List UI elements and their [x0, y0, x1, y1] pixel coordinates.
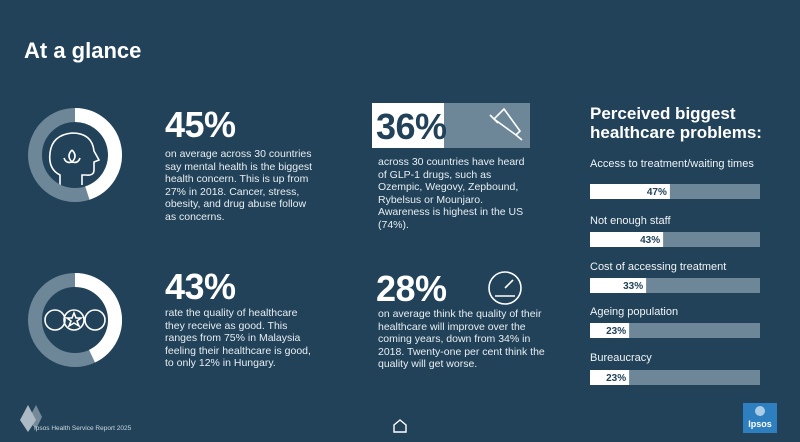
ring-arc: [74, 273, 122, 363]
stat-text: rate the quality of healthcare they rece…: [165, 307, 311, 370]
problems-title: Perceived biggest healthcare problems:: [590, 104, 762, 142]
bar: [590, 232, 664, 247]
ring-arc: [74, 108, 122, 200]
category-label: Bureaucracy: [590, 352, 652, 364]
category-label: Cost of accessing treatment: [590, 261, 727, 273]
stat-label: 43%: [165, 266, 236, 307]
bar-track: [590, 323, 760, 338]
ipsos-logo: Ipsos: [743, 403, 777, 433]
value-label: 47%: [647, 187, 667, 198]
stat-label: 45%: [165, 104, 236, 145]
rating-icon: [44, 309, 106, 331]
bar: [590, 278, 647, 293]
value-label: 43%: [640, 235, 660, 246]
gauge-icon: [488, 271, 522, 305]
stat-text: across 30 countries have heard of GLP-1 …: [378, 156, 525, 231]
bar-track: [590, 370, 760, 385]
syringe-icon: [489, 107, 523, 141]
category-label: Ageing population: [590, 306, 679, 318]
bar: [590, 370, 630, 385]
stat-label: 28%: [376, 268, 447, 309]
home-icon: [393, 419, 407, 433]
value-label: 23%: [606, 326, 626, 337]
page-title: At a glance: [24, 38, 142, 63]
category-label: Access to treatment/waiting times: [590, 158, 754, 170]
category-label: Not enough staff: [590, 215, 671, 227]
value-label: 33%: [623, 281, 643, 292]
bar: [590, 323, 630, 338]
footer-source: Ipsos Health Service Report 2025: [34, 425, 132, 432]
value-label: 23%: [606, 373, 626, 384]
head-icon: [48, 132, 101, 185]
stat-label: 36%: [376, 106, 447, 147]
stat-text: on average across 30 countries say menta…: [165, 148, 313, 223]
stat-text: on average think the quality of their he…: [378, 308, 545, 371]
bar: [590, 184, 670, 199]
stat-box-label-bg: [372, 103, 444, 148]
logo-text: Ipsos: [748, 419, 772, 429]
brand-icon: [20, 405, 42, 432]
